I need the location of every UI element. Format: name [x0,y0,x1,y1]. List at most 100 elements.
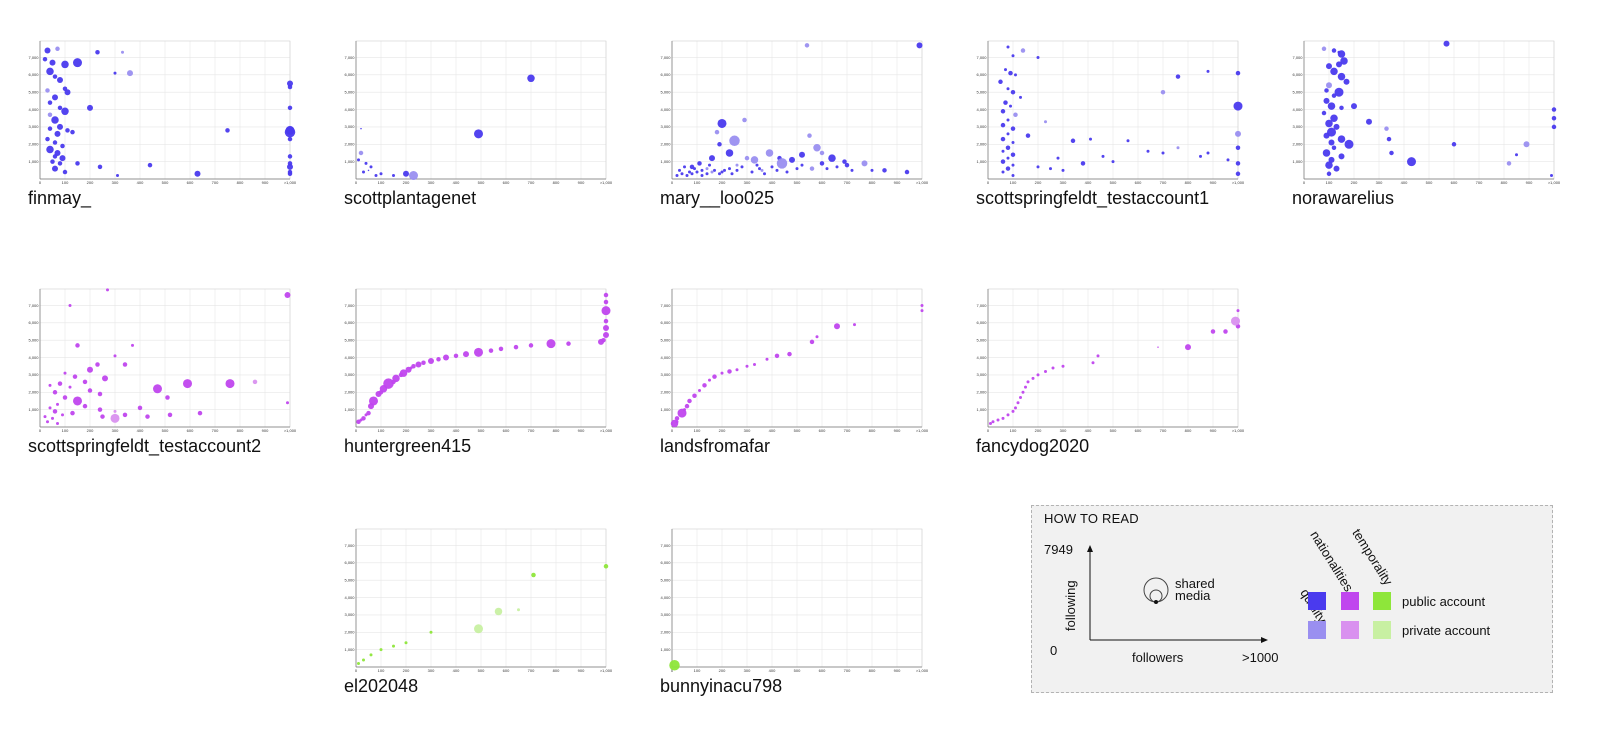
data-point [1044,369,1047,373]
data-point [709,155,715,162]
x-tick-label: 200 [87,180,94,185]
x-tick-label: 100 [378,180,385,185]
data-point [758,167,761,171]
data-point [1523,141,1530,148]
data-point [727,369,732,374]
y-tick-label: 1,000 [660,647,671,652]
y-tick-label: 6,000 [28,320,39,325]
data-point [603,318,609,324]
x-tick-label: 100 [694,668,701,673]
x-tick-label: 300 [744,668,751,673]
x-tick-label: 400 [453,180,460,185]
data-point [828,154,836,162]
data-point [97,407,103,412]
x-tick-label: 800 [869,180,876,185]
y-tick-label: 7,000 [344,303,355,308]
data-point [1006,118,1010,122]
data-point [853,323,856,327]
data-point [453,353,459,359]
data-point [409,366,413,370]
data-point [1551,107,1557,112]
x-tick-label: 600 [503,428,510,433]
data-point [1161,151,1165,155]
chart-title: landsfromafar [660,436,771,456]
chart-panel: 1,000 2,000 3,000 4,000 5,000 6,000 7,000 0 100 2… [976,35,1276,245]
x-tick-label: 600 [819,428,826,433]
data-point [809,166,815,171]
data-point [729,135,740,147]
data-point [1327,127,1336,137]
x-tick-label: 900 [1526,180,1533,185]
x-tick-label: >1,000 [284,180,297,185]
y-tick-label: 6,000 [976,320,987,325]
data-point [147,162,153,168]
scatter-chart: 1,000 2,000 3,000 4,000 5,000 6,000 7,000 0 100 2… [976,288,1245,433]
data-point [1006,87,1010,91]
legend-axes [1087,545,1268,643]
data-point [57,381,63,386]
x-tick-label: 0 [355,428,358,433]
data-point [720,371,724,375]
y-tick-label: 2,000 [28,142,39,147]
x-tick-label: 800 [237,180,244,185]
y-tick-label: 4,000 [976,107,987,112]
data-point [284,126,296,138]
swatch-quality-public [1341,592,1359,610]
data-point [45,136,50,142]
scatter-chart: 1,000 2,000 3,000 4,000 5,000 6,000 7,000 0 100 2… [344,528,613,673]
x-tick-label: 100 [62,428,69,433]
data-point [64,89,71,96]
data-point [127,70,133,77]
data-point [52,154,58,159]
x-tick-label: 800 [553,428,560,433]
data-point [379,172,383,176]
data-point [513,344,519,350]
data-point [225,379,235,389]
x-tick-label: 900 [578,668,585,673]
data-point [366,410,371,416]
data-point [1020,48,1026,53]
x-tick-label: 0 [355,180,358,185]
data-point [1235,70,1241,76]
data-point [82,403,88,409]
data-point [42,56,48,62]
data-point [700,174,704,178]
data-point [1235,161,1241,166]
y-tick-label: 7,000 [976,303,987,308]
data-point [723,168,726,172]
y-tick-label: 5,000 [344,89,355,94]
data-point [360,127,362,130]
data-point [1321,110,1327,116]
data-point [1325,119,1333,128]
how-to-read-legend: HOW TO READ 7949 0 following followers >… [1031,505,1553,693]
x-tick-label: 400 [1401,180,1408,185]
legend-x-arrow [1261,637,1268,643]
data-point [1407,157,1416,167]
data-point [1011,54,1015,58]
y-tick-label: 4,000 [660,355,671,360]
y-tick-label: 7,000 [660,303,671,308]
data-point [1001,416,1005,420]
scatter-chart: 1,000 2,000 3,000 4,000 5,000 6,000 7,000 0 100 2… [660,288,929,433]
data-point [1019,95,1022,99]
x-tick-label: 200 [719,180,726,185]
data-point [675,174,679,178]
data-point [1185,344,1191,351]
x-tick-label: 500 [1110,180,1117,185]
y-tick-label: 1,000 [976,407,987,412]
x-tick-label: 700 [844,668,851,673]
data-point [1061,168,1065,172]
scatter-chart: 1,000 2,000 3,000 4,000 5,000 6,000 7,000 0 100 2… [28,40,297,185]
y-tick-label: 3,000 [1292,124,1303,129]
data-point [740,165,744,169]
data-point [1000,109,1006,114]
x-tick-label: 100 [1010,180,1017,185]
data-point [735,168,739,172]
data-point [1338,153,1345,160]
data-point [1016,401,1020,405]
data-point [1003,100,1008,105]
y-tick-label: 1,000 [660,159,671,164]
data-point [284,292,291,299]
data-point [1126,139,1130,143]
x-tick-label: 500 [162,428,169,433]
